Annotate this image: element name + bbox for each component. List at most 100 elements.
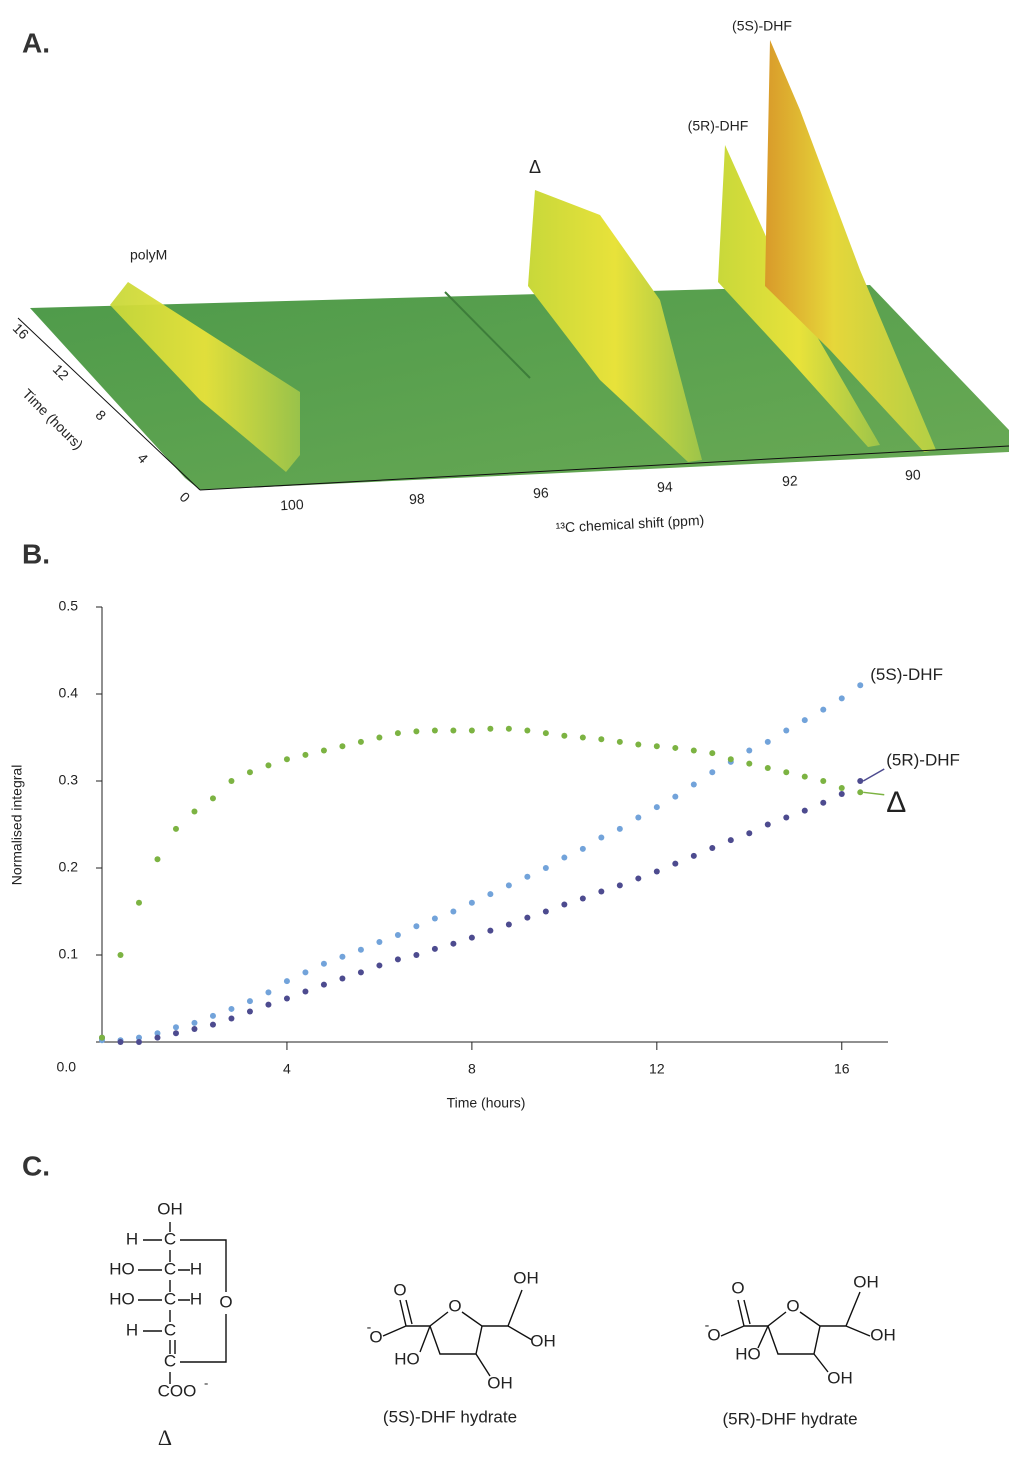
panel-label: B.: [22, 538, 50, 569]
caption: Δ: [158, 1425, 172, 1450]
atom: OH: [870, 1325, 896, 1344]
data-point: [579, 734, 586, 741]
x-tick-label: 92: [782, 472, 799, 489]
atom: O: [369, 1327, 382, 1346]
data-point: [653, 804, 660, 811]
data-point: [838, 791, 845, 798]
data-point: [431, 915, 438, 922]
data-point: [265, 989, 272, 996]
data-point: [598, 736, 605, 743]
data-point: [246, 1008, 253, 1015]
peak-label: Δ: [529, 157, 541, 177]
bond: [138, 1222, 227, 1384]
data-point: [616, 738, 623, 745]
data-point: [709, 750, 716, 757]
data-point: [394, 931, 401, 938]
atom: H: [126, 1320, 138, 1339]
data-point: [857, 789, 864, 796]
series-label: (5S)-DHF: [870, 665, 943, 684]
data-point: [154, 1030, 161, 1037]
data-point: [764, 764, 771, 771]
data-point: [339, 743, 346, 750]
data-point: [376, 938, 383, 945]
atom: O: [393, 1280, 406, 1299]
data-point: [746, 747, 753, 754]
data-point: [487, 927, 494, 934]
data-point: [487, 725, 494, 732]
data-point: [857, 778, 864, 784]
data-point: [857, 682, 864, 689]
data-point: [394, 956, 401, 963]
data-point: [505, 882, 512, 889]
data-point: [283, 978, 290, 985]
data-point: [579, 845, 586, 852]
y-tick-label: 0.1: [59, 946, 79, 962]
caption: (5S)-DHF hydrate: [383, 1407, 517, 1426]
data-point: [413, 952, 420, 958]
data-point: [283, 756, 290, 763]
atom: OH: [853, 1272, 879, 1291]
atom: HO: [109, 1259, 135, 1278]
data-point: [690, 781, 697, 788]
data-point: [246, 998, 253, 1005]
data-point: [265, 762, 272, 769]
atom-charge: -: [367, 1319, 372, 1335]
data-point: [505, 921, 512, 928]
peak-surface: [110, 282, 300, 472]
data-point: [524, 914, 531, 921]
series-label: Δ: [886, 786, 906, 819]
data-point: [154, 1034, 161, 1041]
data-point: [783, 769, 790, 776]
peak-surface: [718, 145, 880, 447]
data-point: [135, 899, 142, 906]
data-point: [172, 1030, 179, 1037]
x-tick-label: 8: [468, 1061, 476, 1077]
data-point: [468, 899, 475, 906]
data-point: [265, 1001, 272, 1008]
data-point: [653, 743, 660, 750]
data-point: [117, 1039, 124, 1045]
data-point: [524, 873, 531, 880]
data-point: [228, 1005, 235, 1012]
atom: O: [786, 1296, 799, 1315]
data-point: [191, 808, 198, 815]
x-tick-label: 90: [905, 466, 922, 483]
atom: C: [164, 1320, 176, 1339]
data-point: [783, 727, 790, 734]
data-point: [801, 717, 808, 724]
data-point: [653, 868, 660, 875]
data-point: [450, 727, 457, 734]
data-point: [672, 860, 679, 867]
data-point: [320, 747, 327, 754]
atom: HO: [735, 1344, 761, 1363]
data-point: [135, 1039, 142, 1045]
data-point: [302, 988, 309, 995]
y-tick-label: 0.5: [59, 598, 79, 614]
atom: H: [126, 1229, 138, 1248]
data-point: [302, 751, 309, 758]
peak-label: (5S)-DHF: [732, 18, 792, 34]
atom: COO: [158, 1381, 197, 1400]
atom: HO: [109, 1289, 135, 1308]
data-point: [801, 773, 808, 780]
data-point: [616, 882, 623, 889]
data-point: [468, 934, 475, 941]
atom: OH: [487, 1373, 513, 1392]
x-tick-label: 16: [834, 1061, 850, 1077]
data-point: [838, 695, 845, 702]
data-point: [672, 793, 679, 800]
data-point: [357, 969, 364, 976]
axis-line: [199, 445, 1009, 491]
data-point: [690, 747, 697, 754]
structure: OH H C HO C H HO C H O H C C COO - Δ: [109, 1199, 232, 1450]
atom: C: [164, 1289, 176, 1308]
y-axis-title: Time (hours): [19, 386, 86, 453]
data-point: [209, 795, 216, 802]
atom: OH: [530, 1331, 556, 1350]
data-point: [820, 799, 827, 806]
data-point: [283, 995, 290, 1002]
x-axis-title: ¹³C chemical shift (ppm): [555, 512, 704, 536]
y-tick-label: 4: [135, 450, 152, 467]
data-point: [413, 728, 420, 735]
data-point: [376, 734, 383, 741]
